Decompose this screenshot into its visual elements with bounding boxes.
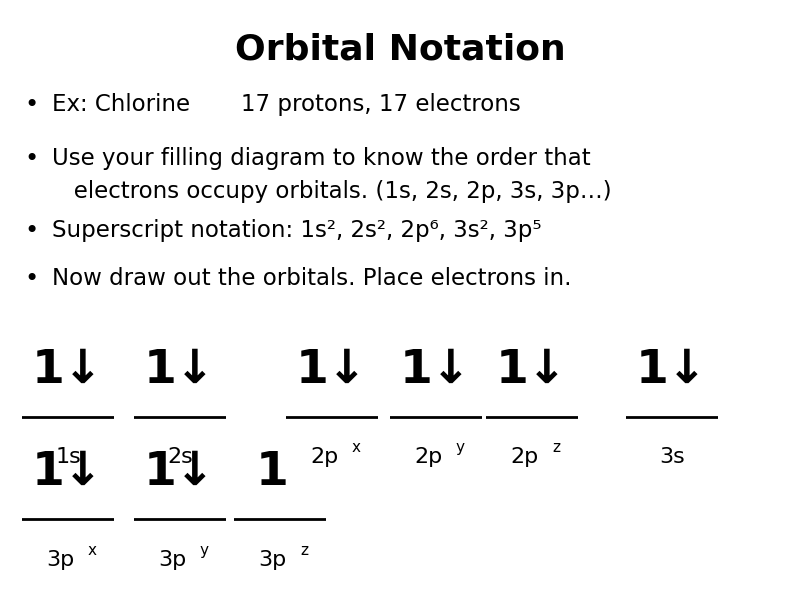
Text: electrons occupy orbitals. (1s, 2s, 2p, 3s, 3p…): electrons occupy orbitals. (1s, 2s, 2p, … [52, 180, 612, 203]
Text: 3p: 3p [258, 550, 286, 570]
Text: 1: 1 [31, 348, 65, 393]
Text: 1: 1 [495, 348, 529, 393]
Text: Now draw out the orbitals. Place electrons in.: Now draw out the orbitals. Place electro… [52, 267, 571, 290]
Text: 2p: 2p [414, 447, 442, 467]
Text: y: y [455, 440, 465, 455]
Text: Superscript notation: 1s², 2s², 2p⁶, 3s², 3p⁵: Superscript notation: 1s², 2s², 2p⁶, 3s²… [52, 219, 542, 242]
Text: 3p: 3p [46, 550, 74, 570]
Text: 3p: 3p [158, 550, 186, 570]
Text: x: x [87, 543, 97, 558]
Text: 1: 1 [255, 450, 289, 495]
Text: ↓: ↓ [174, 450, 214, 495]
Text: 1s: 1s [55, 447, 81, 467]
Text: 2s: 2s [167, 447, 193, 467]
Text: 2p: 2p [310, 447, 338, 467]
Text: Orbital Notation: Orbital Notation [234, 33, 566, 67]
Text: ↓: ↓ [666, 348, 706, 393]
Text: 1: 1 [399, 348, 433, 393]
Text: 3s: 3s [659, 447, 685, 467]
Text: •: • [24, 267, 38, 291]
Text: •: • [24, 93, 38, 117]
Text: ↓: ↓ [326, 348, 366, 393]
Text: 1: 1 [295, 348, 329, 393]
Text: ↓: ↓ [62, 348, 102, 393]
Text: •: • [24, 219, 38, 243]
Text: x: x [351, 440, 361, 455]
Text: ↓: ↓ [430, 348, 470, 393]
Text: 1: 1 [143, 450, 177, 495]
Text: •: • [24, 147, 38, 171]
Text: ↓: ↓ [62, 450, 102, 495]
Text: 1: 1 [31, 450, 65, 495]
Text: 1: 1 [143, 348, 177, 393]
Text: Use your filling diagram to know the order that: Use your filling diagram to know the ord… [52, 147, 590, 170]
Text: Ex: Chlorine       17 protons, 17 electrons: Ex: Chlorine 17 protons, 17 electrons [52, 93, 521, 116]
Text: ↓: ↓ [174, 348, 214, 393]
Text: 1: 1 [635, 348, 669, 393]
Text: z: z [300, 543, 308, 558]
Text: z: z [552, 440, 560, 455]
Text: ↓: ↓ [526, 348, 566, 393]
Text: y: y [199, 543, 209, 558]
Text: 2p: 2p [510, 447, 538, 467]
